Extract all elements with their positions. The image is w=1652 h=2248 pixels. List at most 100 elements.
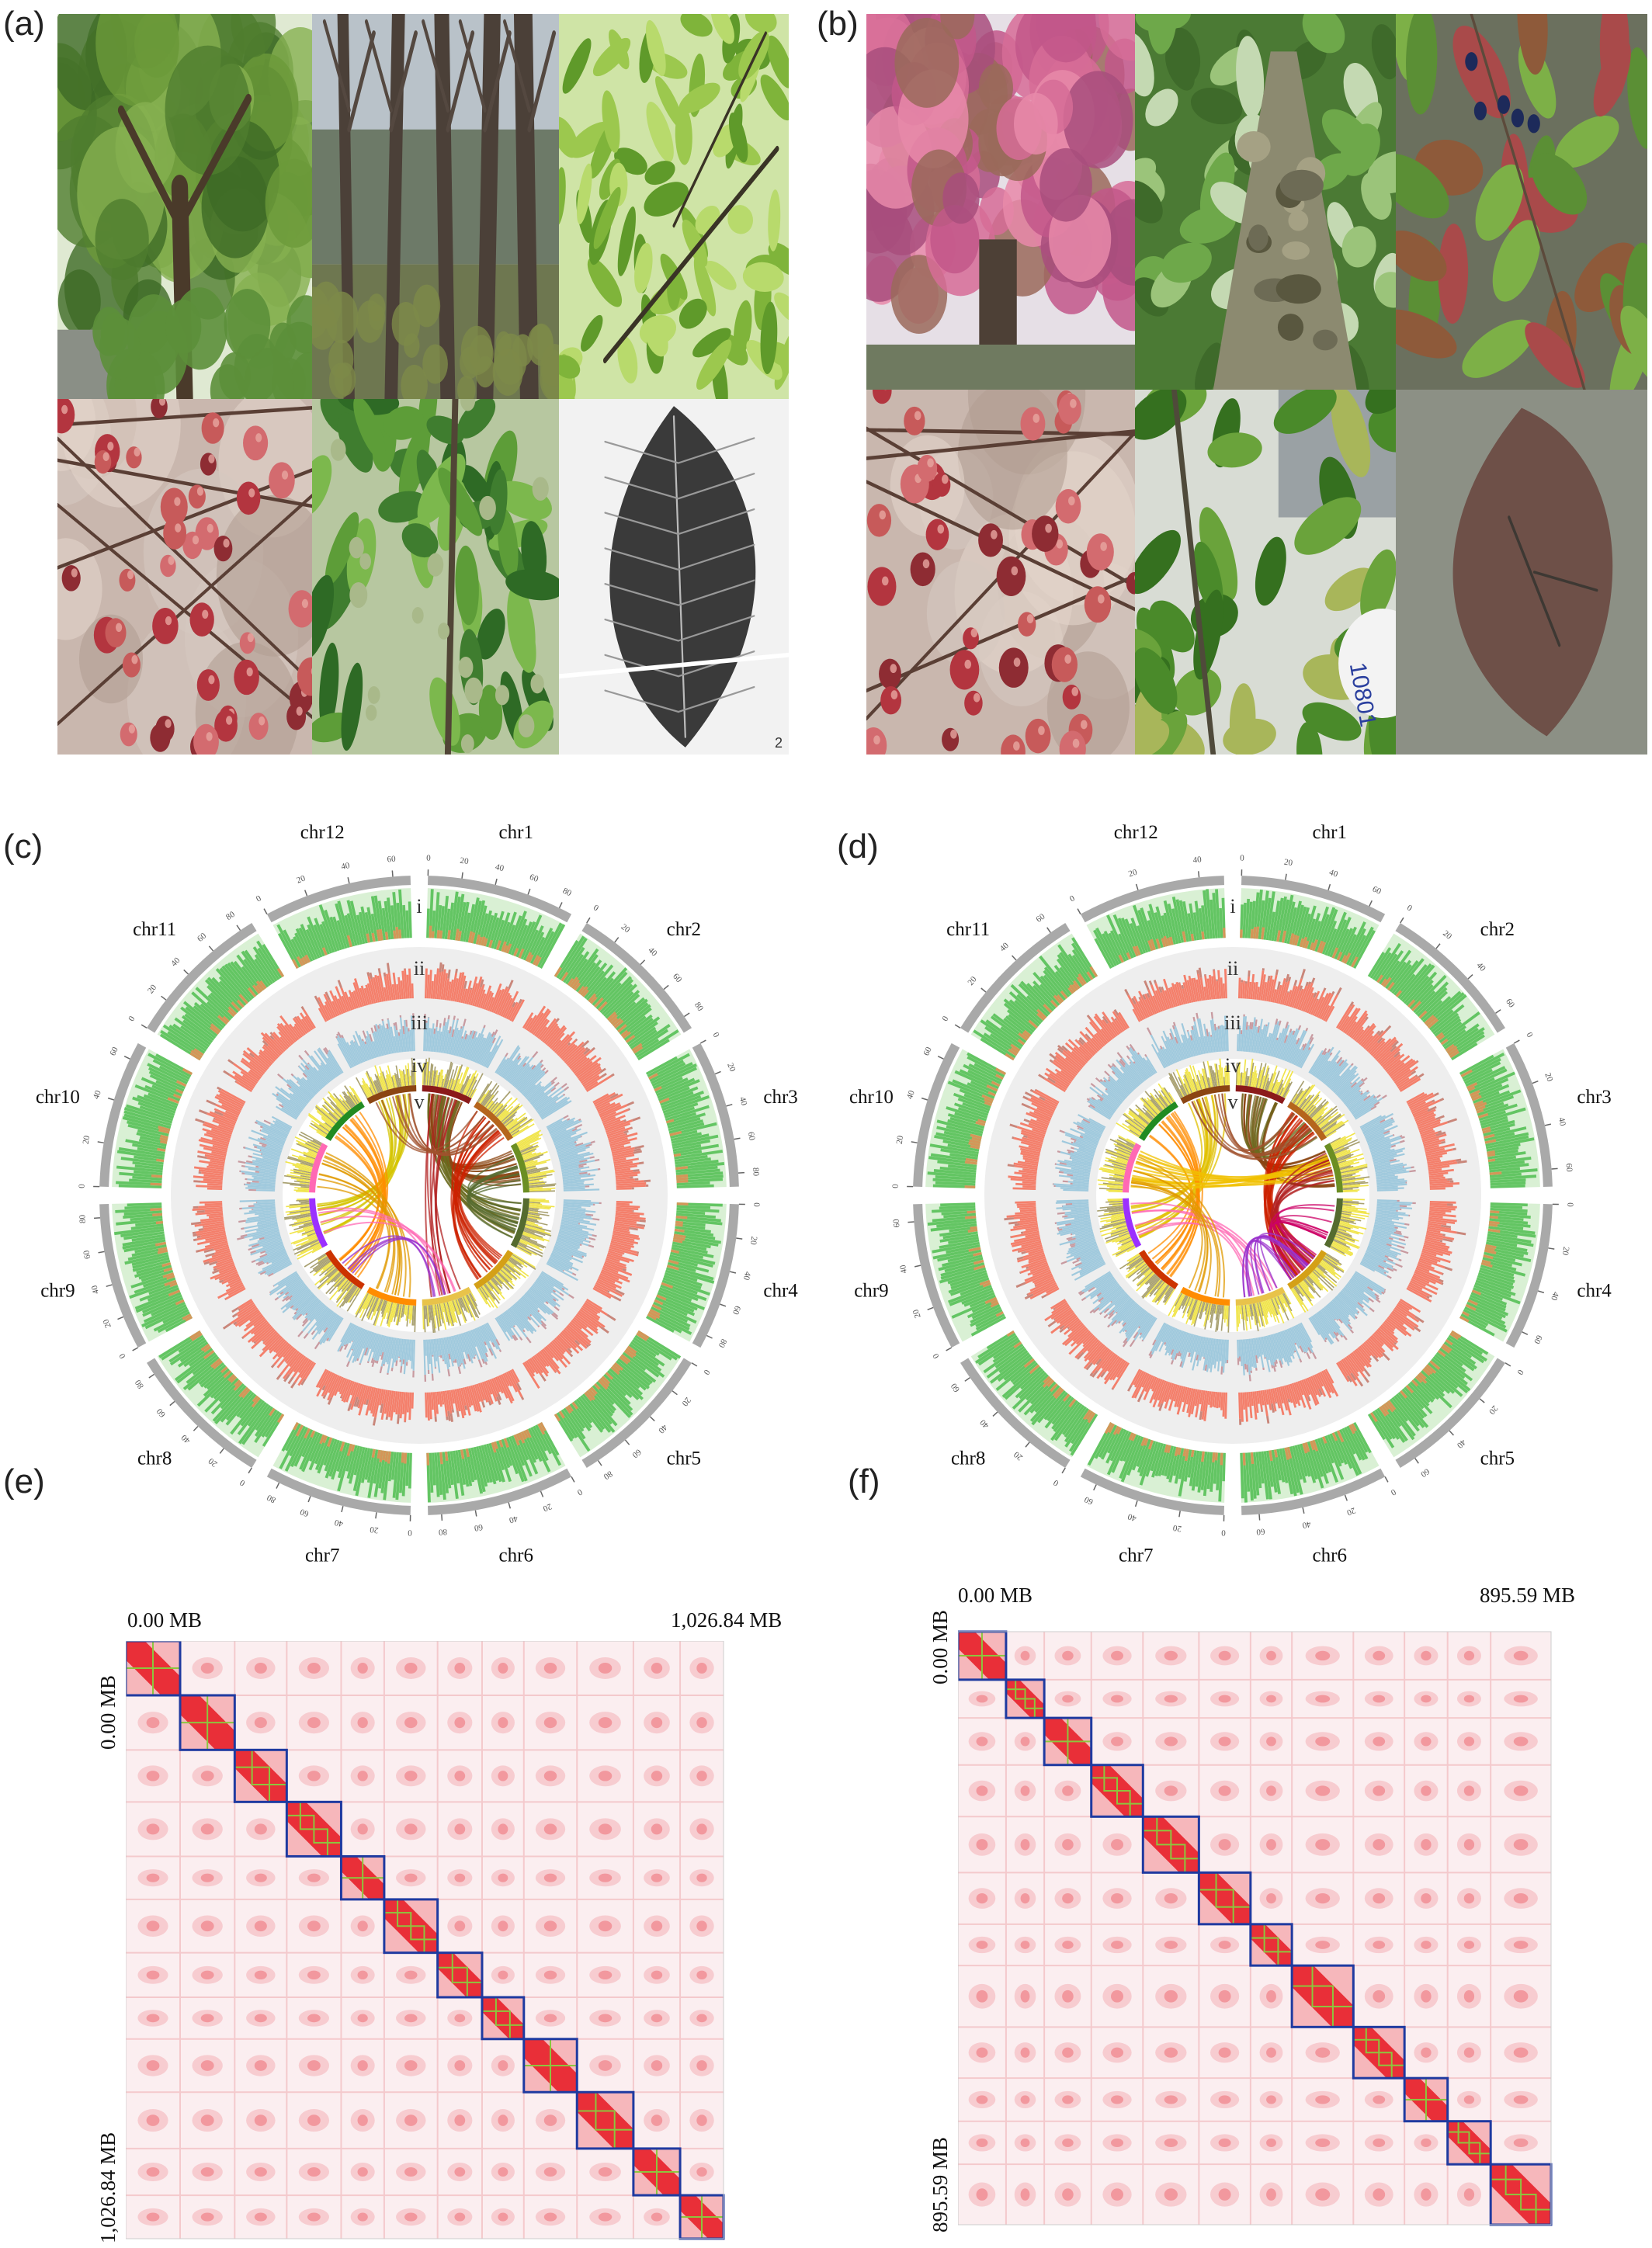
chromosome-tick-label: 0 (940, 1015, 950, 1023)
chromosome-tick-label: 0 (255, 893, 263, 904)
chromosome-tick-label: 80 (224, 910, 237, 922)
chromosome-name-label: chr3 (1577, 1087, 1611, 1108)
chromosome-tick-label: 40 (1455, 1438, 1468, 1451)
chromosome-tick-label: 0 (1525, 1031, 1535, 1039)
photo-a-trunks (312, 14, 559, 399)
chromosome-tick-label: 40 (1126, 1511, 1138, 1523)
chromosome-name-label: chr5 (667, 1448, 701, 1469)
chromosome-tick-label: 20 (620, 922, 632, 935)
chromosome-segment-chr5: 0 20 40 60 chr5 (1287, 1250, 1525, 1479)
chromosome-segment-chr10: 0 20 40 60 chr10 (36, 1042, 328, 1193)
circos-plot-d: 0 204060chr10204060chr20204060chr30204060… (849, 823, 1612, 1566)
panel-label-f: (f) (848, 1462, 880, 1500)
hic-f-top-start-label: 0.00 MB (958, 1584, 1033, 1607)
chromosome-tick-label: 40 (1192, 855, 1203, 865)
chromosome-tick-label: 80 (692, 1001, 705, 1013)
chromosome-tick-label: 40 (340, 861, 351, 872)
chromosome-name-label: chr12 (1114, 823, 1158, 843)
chromosome-segment-chr3: 0 20 40 60 80 chr3 (510, 1031, 798, 1193)
chromosome-segment-chr8: 0 20 40 60 80 chr8 (134, 1250, 365, 1488)
chromosome-tick-label: 20 (1345, 1505, 1357, 1517)
chromosome-name-label: chr9 (40, 1280, 75, 1301)
chromosome-tick-label: 60 (1564, 1163, 1574, 1172)
chromosome-tick-label: 60 (921, 1046, 934, 1058)
chromosome-tick-label: 80 (717, 1337, 729, 1350)
chromosome-name-label: chr9 (854, 1280, 888, 1301)
photo-a-leaf-canopy (559, 14, 789, 399)
chromosome-tick-label: 20 (1127, 868, 1139, 879)
chromosome-tick-label: 0 (238, 1477, 247, 1487)
chromosome-name-label: chr12 (300, 823, 345, 843)
photo-a-red-flowers (57, 399, 312, 755)
chromosome-tick-label: 80 (266, 1493, 278, 1505)
hic-f-top-end-label: 895.59 MB (1480, 1584, 1576, 1607)
hic-chromosome-block (958, 1630, 1008, 1681)
hic-chromosome-block (233, 1748, 288, 1803)
hic-chromosome-block (339, 1854, 386, 1901)
hic-e-top-end-label: 1,026.84 MB (671, 1608, 783, 1632)
chromosome-tick-label: 40 (1301, 1519, 1312, 1530)
chromosome-segment-chr4: 0 20 40 60 80 chr4 (510, 1198, 798, 1350)
chromosome-tick-label: 60 (1035, 912, 1047, 925)
track-label-i: i (416, 895, 422, 918)
chromosome-segment-chr6: 0 20 40 60 chr6 (1235, 1286, 1397, 1566)
track-label-iv: iv (411, 1054, 427, 1077)
chromosome-tick-label: 60 (1418, 1466, 1431, 1479)
panel-label-c: (c) (3, 827, 43, 866)
chromosome-tick-label: 40 (656, 1422, 669, 1435)
hic-f-left-end-label: 895.59 MB (928, 2136, 952, 2232)
chromosome-tick-label: 20 (911, 1308, 922, 1320)
hic-chromosome-block (1197, 1871, 1252, 1926)
photo-a-fruiting-branch (312, 399, 559, 755)
chromosome-name-label: chr8 (137, 1448, 172, 1469)
chromosome-tick-label: 20 (1560, 1246, 1571, 1256)
chromosome-name-label: chr4 (763, 1280, 798, 1301)
chromosome-tick-label: 60 (299, 1507, 311, 1518)
chromosome-tick-label: 0 (711, 1031, 721, 1039)
chromosome-tick-label: 80 (438, 1527, 447, 1537)
photo-grid-a: 2 (57, 14, 789, 755)
chromosome-name-label: chr2 (1480, 919, 1515, 940)
chromosome-tick-label: 40 (646, 945, 659, 959)
chromosome-tick-label: 20 (82, 1135, 92, 1145)
chromosome-name-label: chr4 (1577, 1280, 1612, 1301)
chromosome-tick-label: 0 (127, 1015, 137, 1023)
chromosome-tick-label: 20 (679, 1396, 692, 1408)
track-label-v: v (415, 1091, 425, 1113)
panel-label-a: (a) (3, 5, 45, 43)
chromosome-tick-label: 40 (1549, 1291, 1560, 1303)
chromosome-segment-chr6: 0 20 40 60 80 chr6 (422, 1286, 584, 1566)
photo-b-autumn-tree (866, 14, 1135, 390)
synteny-links (1130, 1093, 1335, 1298)
chromosome-tick-label: 40 (1475, 961, 1488, 974)
synteny-links (317, 1093, 522, 1298)
chromosome-name-label: chr10 (849, 1087, 894, 1108)
hic-chromosome-block (1403, 2076, 1449, 2123)
chromosome-tick-label: 60 (746, 1131, 757, 1141)
hic-chromosome-block (575, 2090, 635, 2150)
chromosome-segment-chr3: 0 20 40 60 chr3 (1324, 1031, 1612, 1193)
hic-chromosome-block (678, 2194, 725, 2240)
chromosome-tick-label: 20 (966, 974, 979, 987)
chromosome-name-label: chr7 (305, 1545, 339, 1566)
chromosome-tick-label: 80 (134, 1378, 146, 1390)
chromosome-tick-label: 40 (495, 862, 505, 873)
chromosome-tick-label: 60 (1083, 1494, 1095, 1507)
chromosome-name-label: chr11 (946, 919, 990, 940)
chromosome-tick-label: 0 (1052, 1477, 1060, 1487)
hic-chromosome-block (1043, 1716, 1093, 1767)
hic-chromosome-block (1489, 2163, 1553, 2226)
chromosome-tick-label: 40 (169, 956, 182, 969)
chromosome-segment-chr1: 0 20 40 60 chr1 (1235, 823, 1386, 1105)
chromosome-segment-chr2: 0 20 40 60 chr2 (1287, 903, 1516, 1141)
chromosome-tick-label: 60 (1371, 884, 1383, 897)
chromosome-tick-label: 20 (295, 873, 307, 885)
chromosome-tick-label: 60 (473, 1522, 483, 1533)
hic-e-top-start-label: 0.00 MB (127, 1608, 203, 1632)
hic-chromosome-block (1352, 2025, 1406, 2080)
chromosome-tick-label: 60 (154, 1407, 168, 1420)
chromosome-tick-label: 0 (1240, 854, 1244, 863)
chromosome-tick-label: 0 (891, 1184, 901, 1188)
chromosome-tick-label: 40 (1557, 1116, 1567, 1127)
chromosome-tick-label: 0 (408, 1528, 412, 1537)
